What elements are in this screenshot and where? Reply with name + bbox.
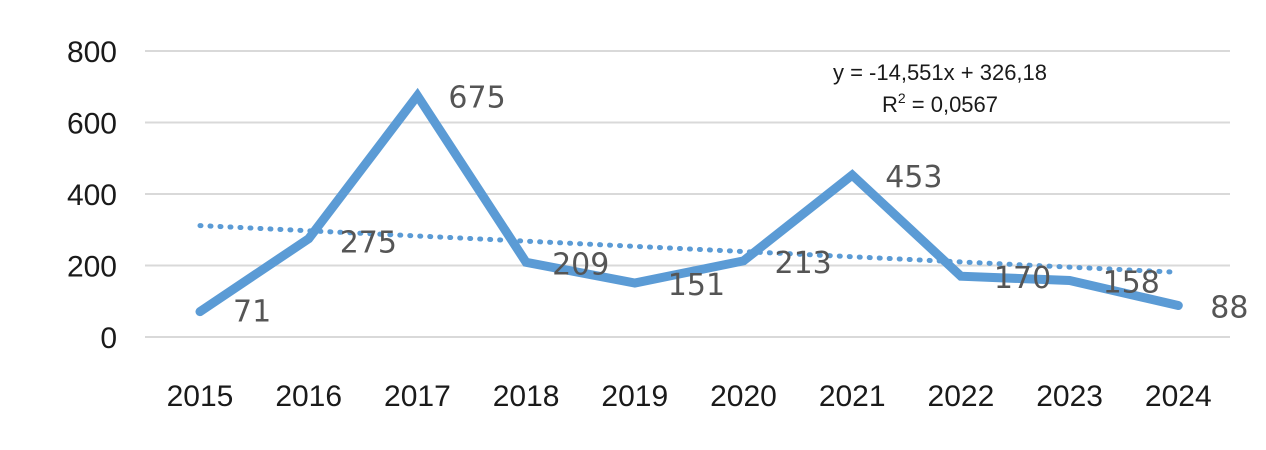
x-tick-label: 2024 (1145, 380, 1212, 413)
y-tick-label: 800 (67, 36, 117, 69)
x-tick-label: 2022 (928, 380, 995, 413)
x-tick-label: 2015 (167, 380, 234, 413)
data-label: 213 (775, 246, 832, 281)
r-squared-exponent: 2 (898, 90, 906, 106)
y-tick-label: 0 (100, 322, 117, 355)
x-tick-label: 2019 (601, 380, 668, 413)
data-label: 71 (233, 295, 271, 330)
data-labels: 71 275 675 209 151 213 453 170 158 88 (233, 81, 1248, 330)
r-squared-value: = 0,0567 (906, 92, 998, 117)
y-tick-label: 200 (67, 251, 117, 284)
x-tick-label: 2017 (384, 380, 451, 413)
data-label: 275 (340, 226, 397, 261)
y-axis-tick-labels: 0 200 400 600 800 (67, 36, 117, 355)
x-tick-label: 2023 (1036, 380, 1103, 413)
series-path (195, 87, 1183, 317)
y-tick-label: 600 (67, 108, 117, 141)
data-label: 209 (552, 247, 609, 282)
series-line (195, 87, 1183, 317)
data-label: 158 (1103, 266, 1160, 301)
data-label: 453 (885, 160, 942, 195)
trendline-equation-text: y = -14,551x + 326,18 (833, 60, 1047, 85)
data-label: 151 (668, 268, 725, 303)
x-tick-label: 2016 (275, 380, 342, 413)
data-label: 88 (1210, 291, 1248, 326)
trendline-equation: y = -14,551x + 326,18 R2 = 0,0567 (833, 60, 1047, 117)
trendline (197, 223, 1181, 275)
x-tick-label: 2021 (819, 380, 886, 413)
y-tick-label: 400 (67, 179, 117, 212)
x-axis-tick-labels: 2015 2016 2017 2018 2019 2020 2021 2022 2023 2024 (167, 380, 1212, 413)
data-label: 170 (994, 261, 1051, 296)
x-tick-label: 2018 (493, 380, 560, 413)
data-label: 675 (448, 81, 505, 116)
trendline-r-squared: R2 = 0,0567 (882, 90, 998, 117)
x-tick-label: 2020 (710, 380, 777, 413)
r-squared-prefix: R (882, 92, 898, 117)
trendline-path (197, 223, 1181, 275)
